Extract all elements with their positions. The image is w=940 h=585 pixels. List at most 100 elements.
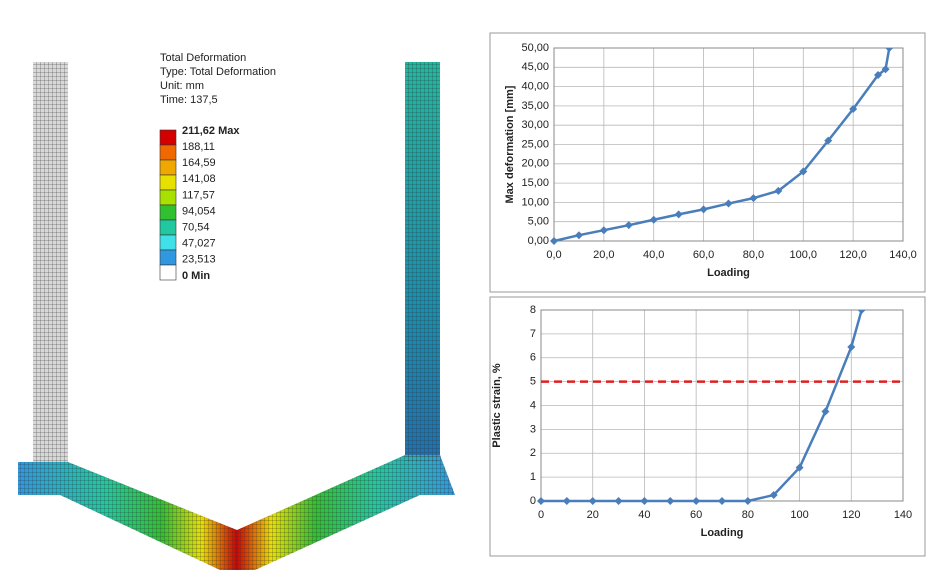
data-point — [795, 463, 804, 472]
legend-label: 164,59 — [182, 157, 216, 169]
legend-label: 47,027 — [182, 238, 216, 250]
legend-swatch — [159, 249, 177, 266]
x-tick-label: 100,0 — [790, 249, 818, 261]
x-tick-label: 60 — [690, 509, 702, 521]
legend-label: 117,57 — [182, 189, 215, 201]
y-axis-title: Max deformation [mm] — [504, 85, 516, 203]
data-point — [537, 497, 545, 505]
data-point — [881, 65, 890, 74]
y-tick-label: 8 — [530, 304, 536, 316]
data-point — [718, 497, 726, 505]
x-tick-label: 60,0 — [693, 249, 714, 261]
x-tick-label: 120,0 — [839, 249, 867, 261]
data-point — [885, 48, 894, 52]
legend-label: 0 Min — [182, 270, 210, 282]
y-tick-label: 0 — [530, 495, 536, 507]
x-tick-label: 120 — [842, 509, 860, 521]
y-tick-label: 45,00 — [521, 61, 549, 73]
data-point — [724, 199, 733, 208]
x-tick-label: 40 — [638, 509, 650, 521]
data-point — [847, 343, 856, 352]
data-point — [674, 210, 683, 219]
data-point — [699, 205, 708, 214]
chart-panel — [489, 32, 926, 293]
legend-swatch — [159, 129, 177, 146]
result-info: Type: Total Deformation — [160, 66, 276, 78]
legend-swatch — [159, 204, 177, 221]
legend-label: 23,513 — [182, 254, 216, 266]
y-tick-label: 4 — [530, 399, 536, 411]
y-axis-title: Plastic strain, % — [491, 363, 503, 448]
data-point — [769, 491, 778, 500]
y-tick-label: 5,00 — [528, 216, 549, 228]
data-point — [599, 226, 608, 235]
legend-swatch — [159, 219, 177, 236]
data-point — [562, 497, 571, 505]
x-tick-label: 80,0 — [743, 249, 764, 261]
data-point — [749, 194, 758, 203]
y-tick-label: 5 — [530, 376, 536, 388]
x-axis-title: Loading — [707, 267, 750, 279]
legend-swatch — [159, 189, 177, 206]
legend-label: 94,054 — [182, 205, 216, 217]
result-info: Total Deformation — [160, 52, 246, 64]
y-tick-label: 10,00 — [521, 196, 549, 208]
y-tick-label: 2 — [530, 447, 536, 459]
data-point — [588, 497, 597, 505]
legend-swatch — [159, 264, 177, 281]
x-tick-label: 20 — [587, 509, 599, 521]
y-tick-label: 15,00 — [521, 177, 549, 189]
data-point — [624, 221, 633, 230]
result-info: Unit: mm — [160, 80, 204, 92]
data-point — [640, 497, 649, 505]
data-point — [743, 497, 752, 505]
data-point — [799, 167, 808, 176]
x-tick-label: 140 — [894, 509, 912, 521]
data-point — [574, 231, 583, 240]
x-tick-label: 0,0 — [546, 249, 561, 261]
data-point — [649, 215, 658, 224]
data-point — [821, 407, 830, 416]
y-tick-label: 50,00 — [521, 42, 549, 54]
x-tick-label: 80 — [742, 509, 754, 521]
x-axis-title: Loading — [701, 527, 744, 539]
series-line — [541, 310, 863, 503]
y-tick-label: 40,00 — [521, 81, 549, 93]
legend-label: 211,62 Max — [182, 125, 240, 137]
data-point — [874, 71, 883, 80]
legend-swatch — [159, 234, 177, 251]
y-tick-label: 0,00 — [528, 235, 549, 247]
x-tick-label: 140,0 — [889, 249, 917, 261]
result-info: Time: 137,5 — [160, 94, 218, 106]
y-tick-label: 30,00 — [521, 119, 549, 131]
legend-label: 188,11 — [182, 141, 215, 153]
data-point — [774, 186, 783, 195]
legend-swatch — [159, 144, 177, 161]
data-point — [614, 497, 623, 505]
y-tick-label: 3 — [530, 423, 536, 435]
legend-swatch — [159, 159, 177, 176]
y-tick-label: 1 — [530, 471, 536, 483]
y-tick-label: 7 — [530, 328, 536, 340]
y-tick-label: 20,00 — [521, 158, 549, 170]
x-tick-label: 100 — [790, 509, 808, 521]
data-point — [849, 104, 858, 113]
legend-label: 141,08 — [182, 173, 216, 185]
series-line — [553, 48, 891, 243]
legend-swatch — [159, 174, 177, 191]
fea-model — [18, 62, 455, 570]
data-point — [857, 310, 866, 314]
x-tick-label: 0 — [538, 509, 544, 521]
mesh — [405, 62, 440, 462]
x-tick-label: 20,0 — [593, 249, 614, 261]
plot-frame — [553, 47, 904, 242]
mesh — [33, 62, 68, 462]
data-point — [666, 497, 675, 505]
data-point — [824, 136, 833, 145]
legend-label: 70,54 — [182, 222, 210, 234]
y-tick-label: 25,00 — [521, 138, 549, 150]
data-point — [692, 497, 701, 505]
y-tick-label: 6 — [530, 352, 536, 364]
y-tick-label: 35,00 — [521, 100, 549, 112]
